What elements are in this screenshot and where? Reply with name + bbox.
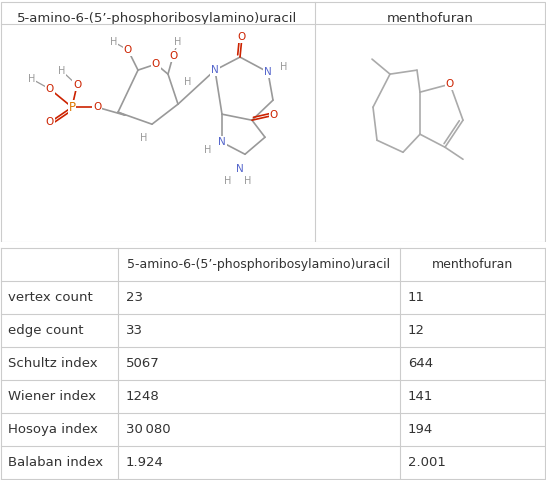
Text: H: H [110,37,118,47]
Text: menthofuran: menthofuran [432,258,513,271]
Text: 30 080: 30 080 [126,423,170,436]
Text: H: H [280,62,288,72]
Text: 644: 644 [408,357,433,370]
Text: Schultz index: Schultz index [8,357,98,370]
Text: 5067: 5067 [126,357,160,370]
Text: N: N [236,164,244,174]
Text: O: O [152,59,160,69]
Text: 1248: 1248 [126,390,160,403]
Text: O: O [446,79,454,89]
Text: N: N [264,67,272,77]
Text: 5-amino-6-(5’-phosphoribosylamino)uracil: 5-amino-6-(5’-phosphoribosylamino)uracil [127,258,390,271]
Text: Hosoya index: Hosoya index [8,423,98,436]
Text: H: H [140,133,147,143]
Text: O: O [73,80,81,90]
Text: menthofuran: menthofuran [387,12,473,25]
Text: 12: 12 [408,324,425,337]
Text: 141: 141 [408,390,434,403]
Text: 11: 11 [408,291,425,304]
Text: H: H [244,176,252,186]
Text: P: P [68,101,75,114]
Text: H: H [224,176,232,186]
Text: 1.924: 1.924 [126,456,164,469]
Text: H: H [28,74,35,84]
Text: 5-amino-6-(5’-phosphoribosylamino)uracil: 5-amino-6-(5’-phosphoribosylamino)uracil [17,12,297,25]
Text: H: H [204,145,212,155]
Text: H: H [185,77,192,87]
Text: O: O [124,45,132,55]
Text: N: N [218,137,226,147]
Text: 2.001: 2.001 [408,456,446,469]
Text: H: H [58,66,66,76]
Text: O: O [46,117,54,127]
Text: O: O [169,51,177,61]
Text: O: O [93,102,101,112]
Text: Balaban index: Balaban index [8,456,103,469]
Text: O: O [46,84,54,94]
Text: 194: 194 [408,423,433,436]
Text: 33: 33 [126,324,143,337]
Text: H: H [174,37,182,47]
Text: O: O [238,32,246,42]
Text: 23: 23 [126,291,143,304]
Text: vertex count: vertex count [8,291,93,304]
Text: Wiener index: Wiener index [8,390,96,403]
Text: edge count: edge count [8,324,84,337]
Text: O: O [270,110,278,120]
Text: N: N [211,65,219,75]
